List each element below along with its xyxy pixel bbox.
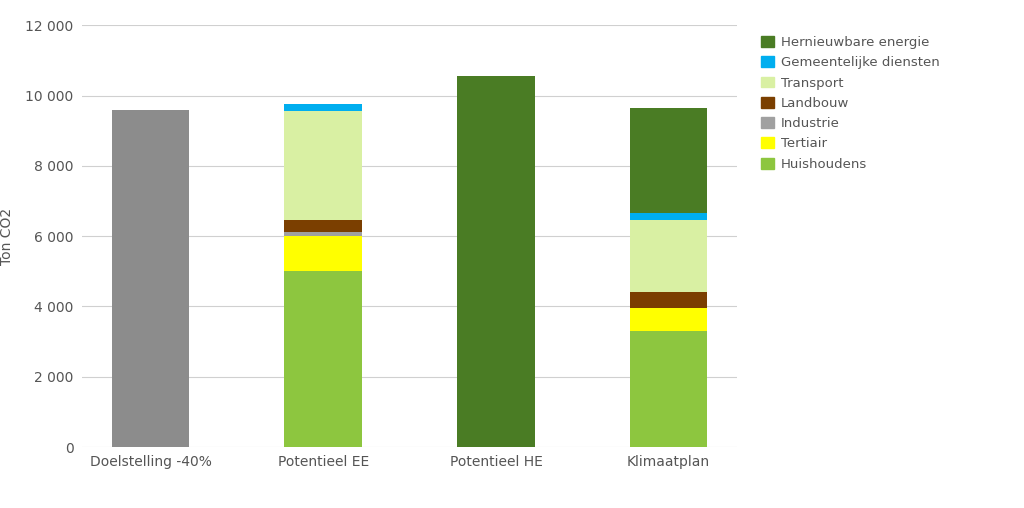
Bar [630, 108, 708, 213]
Bar [285, 111, 362, 220]
Bar [630, 213, 708, 220]
Bar [630, 331, 708, 447]
Bar [630, 293, 708, 308]
Bar [457, 76, 535, 447]
Bar [285, 236, 362, 271]
Y-axis label: Ton CO2: Ton CO2 [0, 208, 14, 265]
Bar [112, 110, 189, 447]
Bar [285, 104, 362, 111]
Bar [285, 220, 362, 232]
Bar [285, 232, 362, 236]
Bar [630, 308, 708, 331]
Bar [630, 220, 708, 293]
Legend: Hernieuwbare energie, Gemeentelijke diensten, Transport, Landbouw, Industrie, Te: Hernieuwbare energie, Gemeentelijke dien… [757, 32, 943, 175]
Bar [285, 271, 362, 447]
